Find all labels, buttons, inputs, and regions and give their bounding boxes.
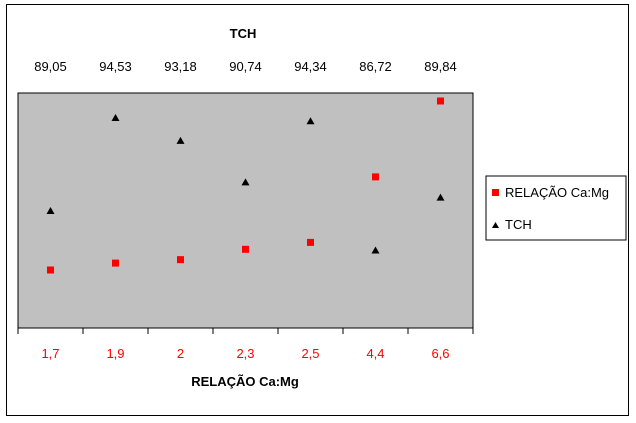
data-point-relacao	[437, 97, 444, 105]
data-point-tch	[46, 207, 55, 214]
top-tick-label: 89,84	[424, 59, 457, 74]
top-tick-label: 89,05	[34, 59, 67, 74]
data-point-relacao	[242, 245, 249, 253]
x-tick-label: 1,7	[41, 346, 59, 361]
plot-area	[17, 92, 474, 329]
data-point-relacao	[177, 256, 184, 264]
data-point-relacao	[112, 259, 119, 267]
x-tick-label: 4,4	[366, 346, 384, 361]
top-tick-label: 90,74	[229, 59, 262, 74]
legend-label-relacao: RELAÇÃO Ca:Mg	[505, 185, 609, 200]
x-tick-labels: 1,7 1,9 2 2,3 2,5 4,4 6,6	[41, 346, 449, 361]
legend-marker-tch	[492, 222, 499, 228]
series-tch-markers	[46, 114, 445, 254]
data-point-tch	[436, 193, 445, 201]
top-tick-label: 93,18	[164, 59, 197, 74]
legend: RELAÇÃO Ca:Mg TCH	[485, 175, 627, 241]
data-point-relacao	[47, 266, 54, 274]
legend-label-tch: TCH	[505, 217, 532, 232]
x-tick-label: 2	[177, 346, 184, 361]
x-axis-title: RELAÇÃO Ca:Mg	[191, 374, 299, 389]
top-axis-title: TCH	[230, 26, 257, 41]
top-tick-labels: 89,05 94,53 93,18 90,74 94,34 86,72 89,84	[34, 59, 457, 74]
data-point-relacao	[372, 173, 379, 181]
data-point-relacao	[307, 238, 314, 246]
x-axis-ticks	[17, 328, 474, 334]
x-tick-label: 1,9	[106, 346, 124, 361]
legend-marker-relacao	[492, 189, 499, 196]
x-tick-label: 6,6	[431, 346, 449, 361]
data-point-tch	[306, 117, 315, 125]
data-point-tch	[111, 114, 120, 121]
x-tick-label: 2,3	[236, 346, 254, 361]
legend-box	[485, 175, 627, 241]
data-point-tch	[371, 246, 380, 254]
x-tick-label: 2,5	[301, 346, 319, 361]
top-tick-label: 94,34	[294, 59, 327, 74]
top-tick-label: 94,53	[99, 59, 132, 74]
data-point-tch	[241, 178, 250, 186]
top-tick-label: 86,72	[359, 59, 392, 74]
data-point-tch	[176, 136, 185, 144]
series-relacao-markers	[47, 97, 444, 274]
